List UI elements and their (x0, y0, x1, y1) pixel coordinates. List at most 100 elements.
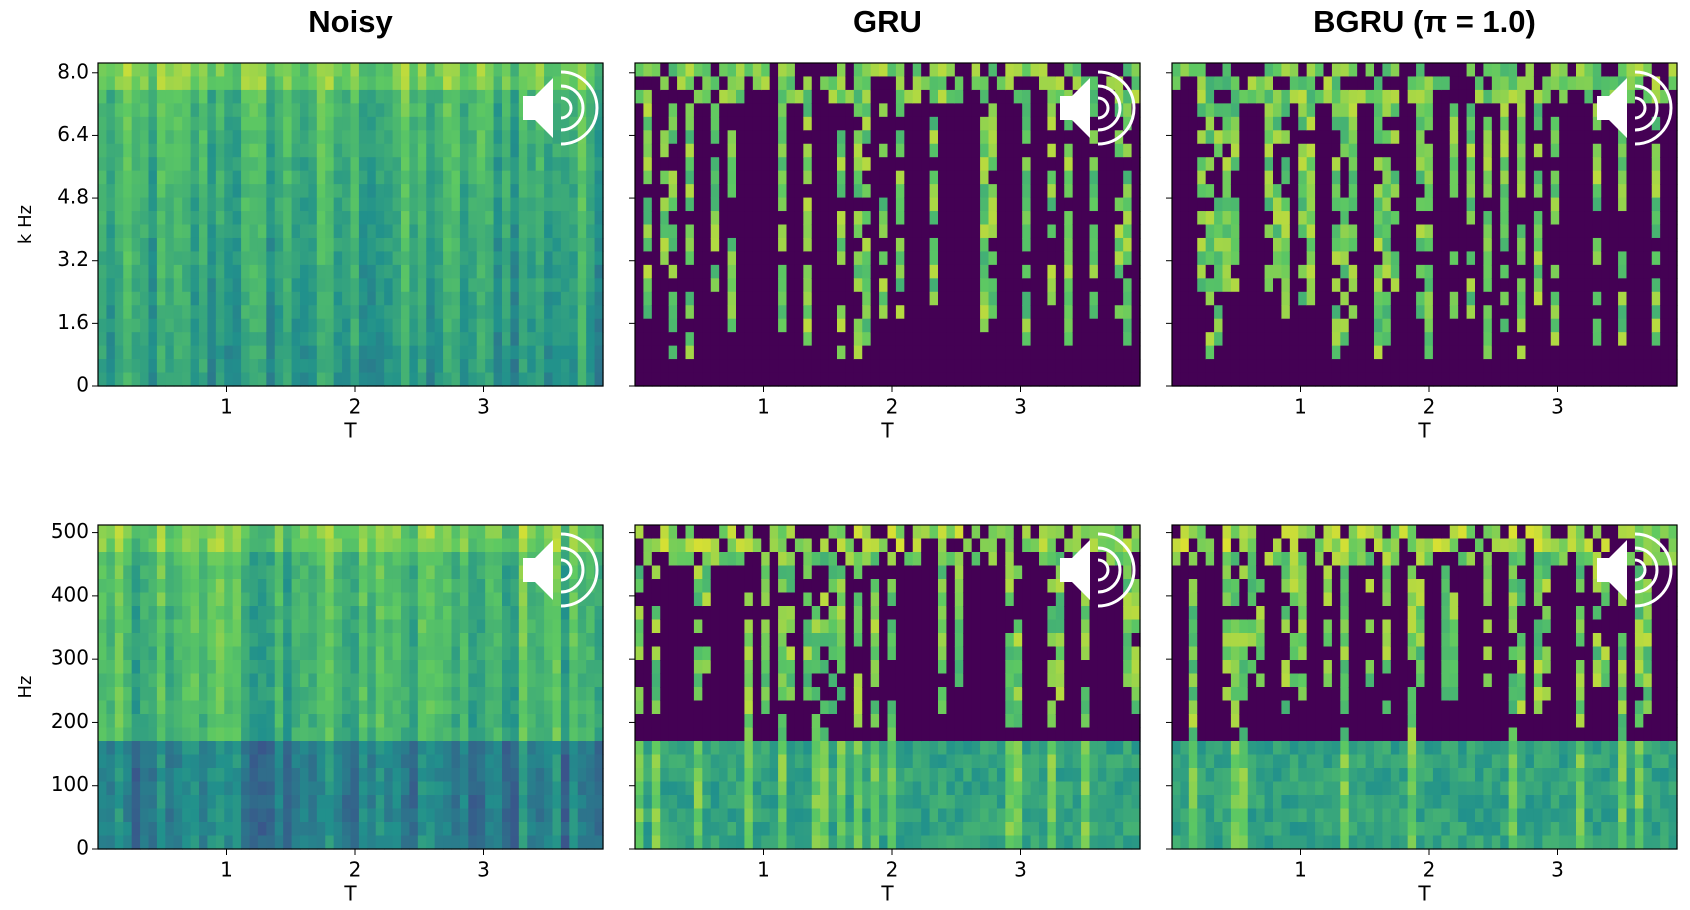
spectrogram-cell (1197, 292, 1206, 306)
spectrogram-cell (1450, 211, 1459, 225)
spectrogram-cell (367, 157, 376, 171)
spectrogram-cell (1627, 76, 1636, 90)
spectrogram-cell (418, 76, 427, 90)
spectrogram-cell (342, 63, 351, 77)
spectrogram-cell (955, 251, 964, 265)
spectrogram-cell (862, 278, 871, 292)
spectrogram-cell (561, 292, 570, 306)
spectrogram-cell (845, 117, 854, 131)
spectrogram-cell (1660, 211, 1669, 225)
spectrogram-cell (1492, 130, 1501, 144)
spectrogram-cell (770, 157, 779, 171)
spectrogram-cell (250, 822, 259, 836)
spectrogram-cell (1189, 319, 1198, 333)
spectrogram-cell (1526, 292, 1535, 306)
spectrogram-cell (165, 63, 174, 77)
spectrogram-cell (1022, 184, 1031, 198)
spectrogram-cell (308, 238, 317, 252)
spectrogram-cell (1022, 90, 1031, 104)
spectrogram-cell (191, 822, 200, 836)
spectrogram-cell (1214, 359, 1223, 373)
spectrogram-cell (694, 184, 703, 198)
spectrogram-cell (1408, 373, 1417, 387)
spectrogram-cell (426, 76, 435, 90)
spectrogram-cell (258, 633, 267, 647)
spectrogram-cell (744, 171, 753, 185)
spectrogram-cell (106, 687, 115, 701)
spectrogram-cell (308, 157, 317, 171)
spectrogram-cell (519, 198, 528, 212)
spectrogram-cell (1391, 184, 1400, 198)
spectrogram-cell (845, 292, 854, 306)
spectrogram-cell (233, 305, 242, 319)
spectrogram-cell (1433, 278, 1442, 292)
spectrogram-cell (149, 606, 158, 620)
spectrogram-cell (1005, 292, 1014, 306)
spectrogram-cell (913, 90, 922, 104)
spectrogram-cell (1206, 305, 1215, 319)
spectrogram-cell (1559, 63, 1568, 77)
spectrogram-cell (351, 225, 360, 239)
spectrogram-cell (635, 251, 644, 265)
spectrogram-cell (233, 701, 242, 715)
spectrogram-cell (669, 251, 678, 265)
spectrogram-cell (275, 620, 284, 634)
spectrogram-cell (686, 305, 695, 319)
spectrogram-cell (1399, 211, 1408, 225)
spectrogram-cell (930, 211, 939, 225)
spectrogram-cell (938, 144, 947, 158)
spectrogram-cell (1005, 157, 1014, 171)
spectrogram-cell (468, 171, 477, 185)
spectrogram-cell (1098, 319, 1107, 333)
spectrogram-cell (477, 332, 486, 346)
spectrogram-cell (418, 332, 427, 346)
spectrogram-cell (250, 809, 259, 823)
spectrogram-cell (1223, 292, 1232, 306)
spectrogram-cell (569, 305, 578, 319)
spectrogram-cell (140, 225, 149, 239)
spectrogram-cell (795, 171, 804, 185)
spectrogram-cell (1610, 157, 1619, 171)
spectrogram-cell (972, 76, 981, 90)
spectrogram-cell (997, 278, 1006, 292)
spectrogram-cell (578, 346, 587, 360)
spectrogram-cell (182, 768, 191, 782)
spectrogram-cell (972, 157, 981, 171)
spectrogram-cell (1500, 346, 1509, 360)
spectrogram-cell (98, 768, 107, 782)
spectrogram-cell (1357, 265, 1366, 279)
spectrogram-cell (736, 157, 745, 171)
spectrogram-cell (553, 117, 562, 131)
spectrogram-cell (778, 117, 787, 131)
spectrogram-cell (174, 90, 183, 104)
spectrogram-cell (106, 238, 115, 252)
spectrogram-cell (1542, 171, 1551, 185)
spectrogram-cell (1115, 305, 1124, 319)
spectrogram-cell (165, 265, 174, 279)
spectrogram-cell (1483, 319, 1492, 333)
spectrogram-cell (1534, 359, 1543, 373)
spectrogram-cell (494, 238, 503, 252)
spectrogram-cell (921, 373, 930, 387)
spectrogram-cell (207, 332, 216, 346)
spectrogram-cell (300, 319, 309, 333)
spectrogram-cell (233, 741, 242, 755)
spectrogram-cell (1526, 184, 1535, 198)
spectrogram-cell (719, 346, 728, 360)
spectrogram-cell (1214, 63, 1223, 77)
spectrogram-cell (393, 117, 402, 131)
spectrogram-cell (258, 373, 267, 387)
spectrogram-cell (376, 157, 385, 171)
spectrogram-cell (258, 593, 267, 607)
spectrogram-cell (224, 647, 233, 661)
spectrogram-cell (795, 144, 804, 158)
spectrogram-cell (1542, 76, 1551, 90)
spectrogram-cell (787, 359, 796, 373)
spectrogram-cell (1610, 144, 1619, 158)
spectrogram-cell (258, 117, 267, 131)
spectrogram-cell (1307, 63, 1316, 77)
spectrogram-cell (888, 63, 897, 77)
spectrogram-cell (250, 251, 259, 265)
spectrogram-cell (409, 332, 418, 346)
spectrogram-cell (1601, 130, 1610, 144)
